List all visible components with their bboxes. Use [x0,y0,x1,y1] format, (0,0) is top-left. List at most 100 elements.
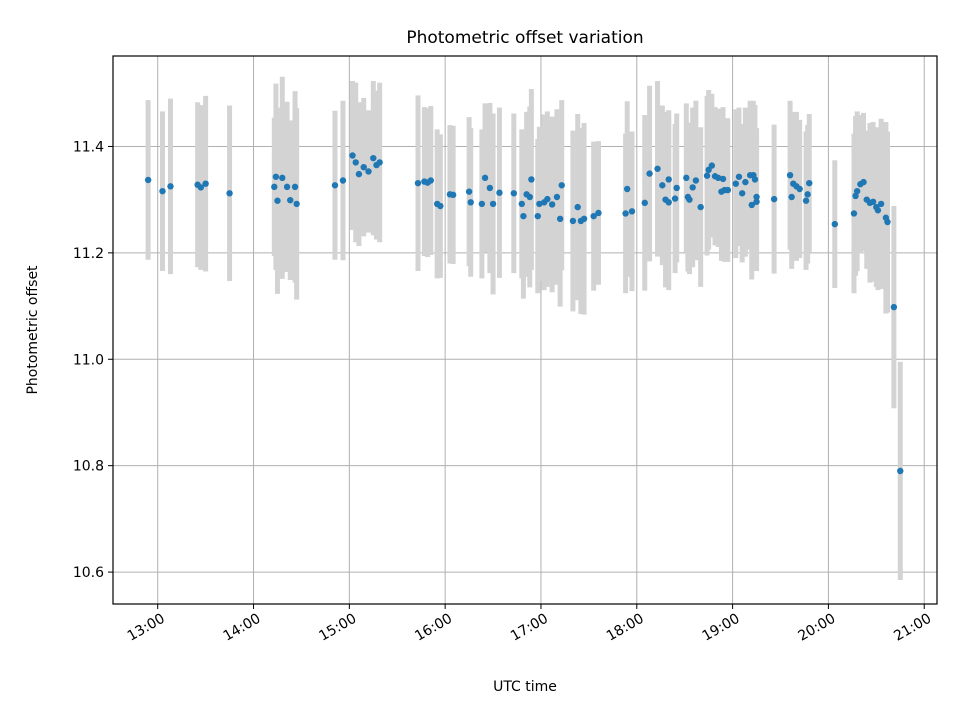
data-point [673,184,680,192]
data-point [349,152,356,159]
data-point [449,191,457,199]
data-point [526,193,533,201]
data-point [804,191,811,198]
data-point [622,210,629,217]
data-point [518,200,526,208]
data-points [144,152,904,475]
data-point [489,200,497,208]
data-point [293,200,300,208]
x-tick-label: 17:00 [508,611,551,645]
data-point [665,199,672,206]
data-point [831,220,838,228]
data-point [802,197,810,204]
data-point [283,183,291,191]
data-point [689,184,696,191]
data-point [590,212,597,220]
data-point [671,195,679,202]
data-point [437,202,444,210]
data-point [850,210,858,217]
data-point [287,196,294,204]
data-point [226,190,233,197]
data-point [370,154,377,162]
data-point [159,187,166,195]
data-point [202,180,209,187]
data-point [641,199,648,207]
data-point [558,182,565,189]
y-tick-label: 10.6 [73,565,104,581]
data-point [481,174,489,182]
data-point [697,203,704,211]
chart-title: Photometric offset variation [406,28,643,48]
data-point [197,184,205,191]
data-point [646,170,653,177]
data-point [628,208,636,215]
data-point [692,177,700,184]
data-point [735,173,743,180]
data-point [869,198,877,205]
data-point [376,159,383,166]
data-point [860,178,867,186]
x-axis-ticks: 13:00 14:00 15:00 16:00 17:00 18:00 19:00 20:00… [125,604,934,645]
x-tick-label: 20:00 [795,611,838,645]
data-point [553,193,561,201]
data-point [291,183,299,191]
data-point [770,195,778,203]
y-tick-label: 10.8 [73,459,104,475]
data-point [748,201,755,209]
plot-frame [112,55,938,605]
data-point [272,173,280,180]
data-point [788,193,795,201]
data-point [751,176,759,183]
data-point [274,197,281,204]
data-point [665,176,672,183]
data-point [496,189,503,196]
data-point [853,187,861,195]
y-axis-ticks: 10.6 10.8 11.0 11.2 11.4 [73,139,113,581]
data-point [659,182,666,189]
x-tick-label: 16:00 [412,611,455,645]
y-tick-label: 11.2 [73,246,104,262]
data-point [708,162,716,169]
data-point [806,179,813,187]
x-tick-label: 14:00 [221,611,264,645]
data-point [478,200,486,208]
data-point [732,180,739,187]
data-point [144,176,152,184]
data-point [753,193,760,201]
data-point [683,174,690,182]
data-point [520,212,527,220]
x-tick-label: 15:00 [316,611,359,645]
data-point [897,467,904,475]
data-point [703,172,711,179]
data-point [719,175,727,183]
data-point [355,170,363,178]
data-point [365,168,372,175]
data-point [556,215,564,223]
data-point [331,182,339,189]
data-point [510,190,518,197]
data-point [796,185,803,193]
data-point [279,174,286,182]
data-point [534,212,541,220]
data-point [352,159,359,166]
y-tick-label: 11.4 [73,139,104,155]
data-point [884,218,891,226]
x-tick-label: 21:00 [891,611,934,645]
data-point [580,215,588,223]
data-point [890,303,898,311]
data-point [271,183,278,191]
data-point [167,183,174,190]
data-point [548,201,556,208]
data-point [574,203,581,211]
data-point [786,171,794,179]
data-point [686,196,693,203]
data-point [724,186,732,194]
data-point [715,174,722,182]
data-point [624,185,631,193]
x-tick-label: 19:00 [700,611,743,645]
data-point [544,195,551,203]
data-point [742,178,749,186]
data-point [360,163,367,171]
y-tick-label: 11.0 [73,352,104,368]
error-bars [145,76,903,581]
